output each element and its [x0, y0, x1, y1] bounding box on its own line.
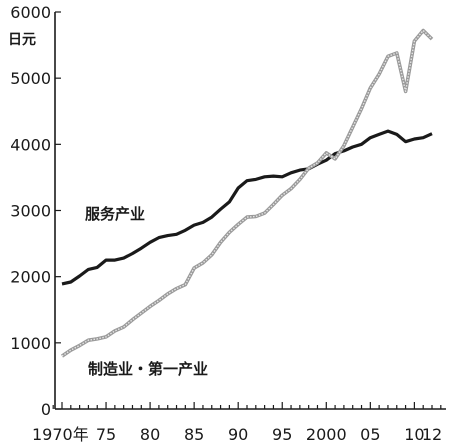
x-tick-label: 90	[228, 425, 248, 444]
y-tick-label: 5000	[10, 69, 51, 88]
y-tick-label: 2000	[10, 268, 51, 287]
series-label-services: 服务产业	[85, 205, 145, 223]
x-tick-label: 12	[422, 425, 442, 444]
y-tick-label: 1000	[10, 334, 51, 353]
series-line-services	[61, 129, 433, 286]
series-label-manufacturing: 制造业・第一产业	[88, 360, 208, 378]
series-line-manufacturing-outline	[60, 28, 434, 358]
x-tick-label: 05	[360, 425, 380, 444]
x-tick-label: 85	[184, 425, 204, 444]
x-tick-label: 75	[96, 425, 116, 444]
y-tick-label: 6000	[10, 3, 51, 22]
x-tick-label: 2000	[306, 425, 347, 444]
x-tick-label: 1970年	[32, 425, 89, 444]
y-axis: 0 1000 2000 3000 4000 5000 6000	[10, 3, 61, 419]
series-line-manufacturing	[61, 29, 433, 357]
y-unit-label: 日元	[8, 32, 36, 48]
x-tick-label: 80	[140, 425, 160, 444]
x-tick-label: 10	[404, 425, 424, 444]
y-tick-label: 0	[41, 400, 51, 419]
y-tick-label: 4000	[10, 135, 51, 154]
series-layer	[60, 28, 434, 358]
x-tick-label: 95	[272, 425, 292, 444]
y-tick-label: 3000	[10, 202, 51, 221]
